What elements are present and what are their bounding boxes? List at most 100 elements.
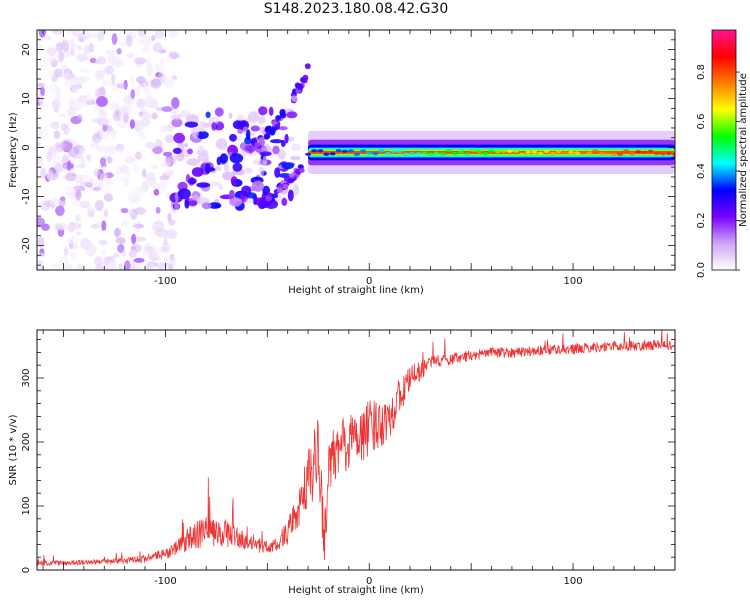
heatmap-cell bbox=[141, 46, 151, 52]
heatmap-cell bbox=[201, 202, 212, 210]
heatmap-cell bbox=[121, 218, 129, 227]
colorbar-ticks: 0.0 0.2 0.4 0.6 0.8 bbox=[696, 64, 740, 278]
heatmap-cell bbox=[146, 64, 154, 77]
heatmap-cell bbox=[150, 164, 158, 170]
heatmap-cell bbox=[372, 152, 379, 156]
heatmap-cell bbox=[40, 167, 47, 179]
heatmap-cell bbox=[129, 119, 135, 130]
heatmap-cell bbox=[623, 149, 630, 153]
heatmap-cell bbox=[96, 56, 106, 65]
heatmap-cell bbox=[184, 143, 189, 148]
heatmap-cell bbox=[55, 143, 65, 153]
heatmap-cell bbox=[537, 151, 544, 155]
heatmap-cell bbox=[390, 149, 397, 153]
heatmap-cell bbox=[130, 260, 136, 270]
heatmap-cell bbox=[46, 169, 54, 181]
heatmap-cell bbox=[223, 162, 230, 173]
heatmap-cell bbox=[111, 73, 116, 85]
snr-x-tick-label: -100 bbox=[154, 576, 177, 587]
heatmap-cell bbox=[120, 208, 129, 214]
heatmap-cell bbox=[297, 164, 304, 170]
heatmap-cell bbox=[133, 223, 145, 229]
heatmap-cell bbox=[289, 155, 301, 161]
heatmap-cell bbox=[101, 220, 107, 231]
heatmap-cell bbox=[47, 47, 57, 56]
heatmap-cell bbox=[191, 127, 199, 139]
heatmap-cell bbox=[73, 243, 79, 250]
heatmap-cell bbox=[143, 243, 152, 254]
heatmap-cell bbox=[232, 162, 243, 172]
heatmap-cell bbox=[134, 236, 147, 242]
snr-x-tick-label: 100 bbox=[564, 576, 583, 587]
heatmap-cell bbox=[604, 151, 611, 155]
heatmap-cell bbox=[98, 128, 110, 140]
heatmap-cell bbox=[55, 205, 65, 216]
heatmap-cell bbox=[126, 172, 131, 185]
heatmap-cell bbox=[151, 34, 156, 42]
heatmap-cell bbox=[37, 42, 43, 53]
heatmap-cell bbox=[114, 227, 122, 237]
page-title: S148.2023.180.08.42.G30 bbox=[263, 1, 449, 17]
heatmap-cell bbox=[215, 138, 228, 150]
heatmap-cell bbox=[274, 167, 281, 179]
heatmap-cell bbox=[160, 126, 168, 132]
heatmap-cell bbox=[173, 132, 186, 144]
heatmap-cell bbox=[37, 141, 41, 147]
heatmap-cell bbox=[543, 149, 550, 153]
heatmap-cell bbox=[164, 191, 171, 199]
spectrogram-y-tick-label: 20 bbox=[21, 43, 32, 56]
heatmap-cell bbox=[125, 34, 133, 47]
heatmap-cell bbox=[63, 123, 70, 135]
colorbar-label: Normalized spectral amplitude bbox=[738, 73, 749, 227]
heatmap-cell bbox=[63, 78, 76, 88]
heatmap-cell bbox=[141, 102, 149, 108]
heatmap-cell bbox=[51, 151, 60, 163]
heatmap-cell bbox=[229, 133, 237, 142]
heatmap-cell bbox=[74, 180, 85, 193]
heatmap-cell bbox=[152, 146, 163, 155]
heatmap-cell bbox=[133, 257, 145, 263]
heatmap-cell bbox=[50, 263, 62, 269]
heatmap-cell bbox=[298, 168, 305, 173]
heatmap-cell bbox=[205, 167, 216, 172]
heatmap-cell bbox=[519, 152, 526, 156]
heatmap-cell bbox=[396, 150, 403, 154]
heatmap-cell bbox=[90, 223, 100, 229]
heatmap-cell bbox=[458, 150, 464, 154]
spectrogram-frame bbox=[36, 29, 676, 271]
heatmap-cell bbox=[155, 227, 168, 238]
heatmap-cell bbox=[191, 167, 204, 177]
heatmap-cell bbox=[94, 200, 104, 211]
snr-series-line bbox=[37, 330, 675, 566]
heatmap-cell bbox=[378, 149, 385, 153]
heatmap-cell bbox=[198, 145, 206, 156]
heatmap-cell bbox=[174, 200, 180, 211]
heatmap-cell bbox=[500, 149, 507, 153]
heatmap-cell bbox=[75, 213, 81, 222]
heatmap-cell bbox=[94, 264, 104, 270]
heatmap-cell bbox=[124, 260, 131, 270]
heatmap-cell bbox=[122, 250, 127, 257]
heatmap-cell bbox=[97, 31, 104, 41]
heatmap-cell bbox=[146, 30, 156, 33]
snr-y-tick-label: 200 bbox=[21, 432, 32, 451]
heatmap-cell bbox=[57, 51, 63, 64]
snr-frame bbox=[36, 329, 676, 571]
heatmap-cell bbox=[208, 181, 222, 186]
heatmap-cell bbox=[74, 44, 80, 49]
heatmap-cell bbox=[161, 106, 173, 112]
heatmap-cell bbox=[291, 95, 298, 102]
heatmap-cell bbox=[65, 225, 76, 233]
heatmap-cell bbox=[672, 152, 675, 156]
heatmap-cell bbox=[135, 86, 141, 97]
heatmap-cell bbox=[265, 196, 272, 202]
heatmap-cell bbox=[54, 68, 63, 78]
heatmap-cell bbox=[38, 30, 46, 38]
heatmap-cell bbox=[139, 78, 147, 83]
heatmap-cell bbox=[59, 255, 69, 266]
heatmap-cell bbox=[184, 200, 190, 209]
heatmap-cell bbox=[272, 193, 278, 199]
heatmap-cell bbox=[586, 151, 593, 155]
heatmap-cell bbox=[506, 149, 513, 153]
